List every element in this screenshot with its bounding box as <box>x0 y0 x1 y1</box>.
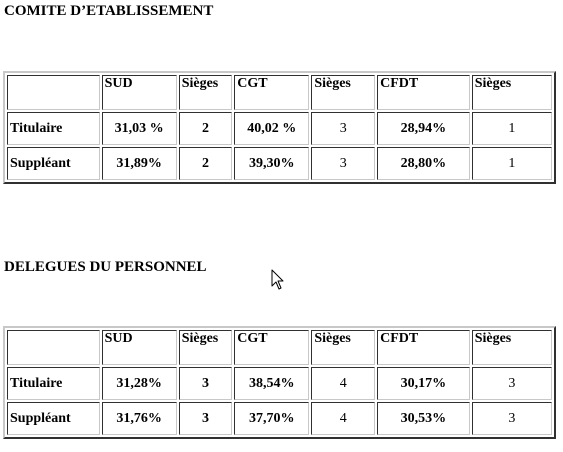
row-label: Titulaire <box>7 112 100 145</box>
table-row: Titulaire 31,28% 3 38,54% 4 30,17% 3 <box>7 367 552 400</box>
cgt-percent-cell: 40,02 % <box>234 112 310 145</box>
header-cell-empty <box>7 75 100 110</box>
cfdt-percent-cell: 30,53% <box>377 402 470 435</box>
cfdt-percent-cell: 28,80% <box>377 147 470 180</box>
header-cell-empty <box>7 330 100 365</box>
header-cell-cgt: CGT <box>234 75 310 110</box>
header-cell-sieges: Sièges <box>471 75 552 110</box>
cfdt-seats-cell: 1 <box>471 112 552 145</box>
sud-seats-cell: 2 <box>178 112 233 145</box>
cgt-percent-cell: 37,70% <box>234 402 310 435</box>
row-label: Suppléant <box>7 402 100 435</box>
cfdt-seats-cell: 3 <box>471 402 552 435</box>
cfdt-percent-cell: 28,94% <box>377 112 470 145</box>
row-label: Titulaire <box>7 367 100 400</box>
cgt-seats-cell: 3 <box>311 112 376 145</box>
comite-results-table: SUD Sièges CGT Sièges CFDT Sièges Titula… <box>3 71 556 184</box>
row-label: Suppléant <box>7 147 100 180</box>
cgt-seats-cell: 4 <box>311 367 376 400</box>
comite-title: COMITE D’ETABLISSEMENT <box>4 3 214 19</box>
header-cell-cfdt: CFDT <box>377 330 470 365</box>
sud-percent-cell: 31,03 % <box>101 112 177 145</box>
cgt-seats-cell: 4 <box>311 402 376 435</box>
cgt-percent-cell: 39,30% <box>234 147 310 180</box>
sud-percent-cell: 31,28% <box>101 367 177 400</box>
header-cell-cgt: CGT <box>234 330 310 365</box>
cfdt-seats-cell: 1 <box>471 147 552 180</box>
cfdt-percent-cell: 30,17% <box>377 367 470 400</box>
header-cell-sieges: Sièges <box>178 330 233 365</box>
table-row: Suppléant 31,76% 3 37,70% 4 30,53% 3 <box>7 402 552 435</box>
cgt-percent-cell: 38,54% <box>234 367 310 400</box>
table-header-row: SUD Sièges CGT Sièges CFDT Sièges <box>7 330 552 365</box>
header-cell-sieges: Sièges <box>471 330 552 365</box>
arrow-pointer-icon <box>271 269 284 290</box>
delegues-title: DELEGUES DU PERSONNEL <box>4 259 207 275</box>
header-cell-sieges: Sièges <box>311 75 376 110</box>
sud-percent-cell: 31,89% <box>101 147 177 180</box>
sud-seats-cell: 3 <box>178 402 233 435</box>
delegues-results-table: SUD Sièges CGT Sièges CFDT Sièges Titula… <box>3 326 556 439</box>
table-row: Suppléant 31,89% 2 39,30% 3 28,80% 1 <box>7 147 552 180</box>
cfdt-seats-cell: 3 <box>471 367 552 400</box>
header-cell-sud: SUD <box>101 75 177 110</box>
header-cell-sieges: Sièges <box>178 75 233 110</box>
header-cell-cfdt: CFDT <box>377 75 470 110</box>
sud-seats-cell: 3 <box>178 367 233 400</box>
sud-percent-cell: 31,76% <box>101 402 177 435</box>
cgt-seats-cell: 3 <box>311 147 376 180</box>
header-cell-sieges: Sièges <box>311 330 376 365</box>
sud-seats-cell: 2 <box>178 147 233 180</box>
table-row: Titulaire 31,03 % 2 40,02 % 3 28,94% 1 <box>7 112 552 145</box>
table-header-row: SUD Sièges CGT Sièges CFDT Sièges <box>7 75 552 110</box>
header-cell-sud: SUD <box>101 330 177 365</box>
